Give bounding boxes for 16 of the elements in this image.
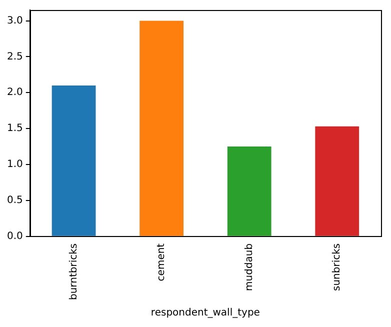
x-axis-title: respondent_wall_type	[150, 308, 260, 319]
x-tick-label: sunbricks	[332, 243, 343, 292]
y-tick-label: 3.0	[6, 15, 23, 26]
y-tick-label: 0.0	[6, 230, 23, 242]
y-tick-label: 0.5	[6, 195, 23, 206]
bar	[315, 126, 360, 236]
y-tick-label: 1.5	[6, 123, 23, 134]
x-tick-label: muddaub	[244, 243, 255, 291]
bar	[227, 146, 272, 236]
bar	[140, 20, 184, 236]
y-tick-label: 2.0	[6, 87, 23, 98]
x-tick-label: burntbricks	[68, 243, 80, 300]
y-tick-label: 1.0	[6, 159, 23, 170]
x-tick-label: cement	[156, 243, 168, 282]
y-tick-label: 2.5	[6, 51, 23, 62]
bar	[52, 85, 96, 236]
